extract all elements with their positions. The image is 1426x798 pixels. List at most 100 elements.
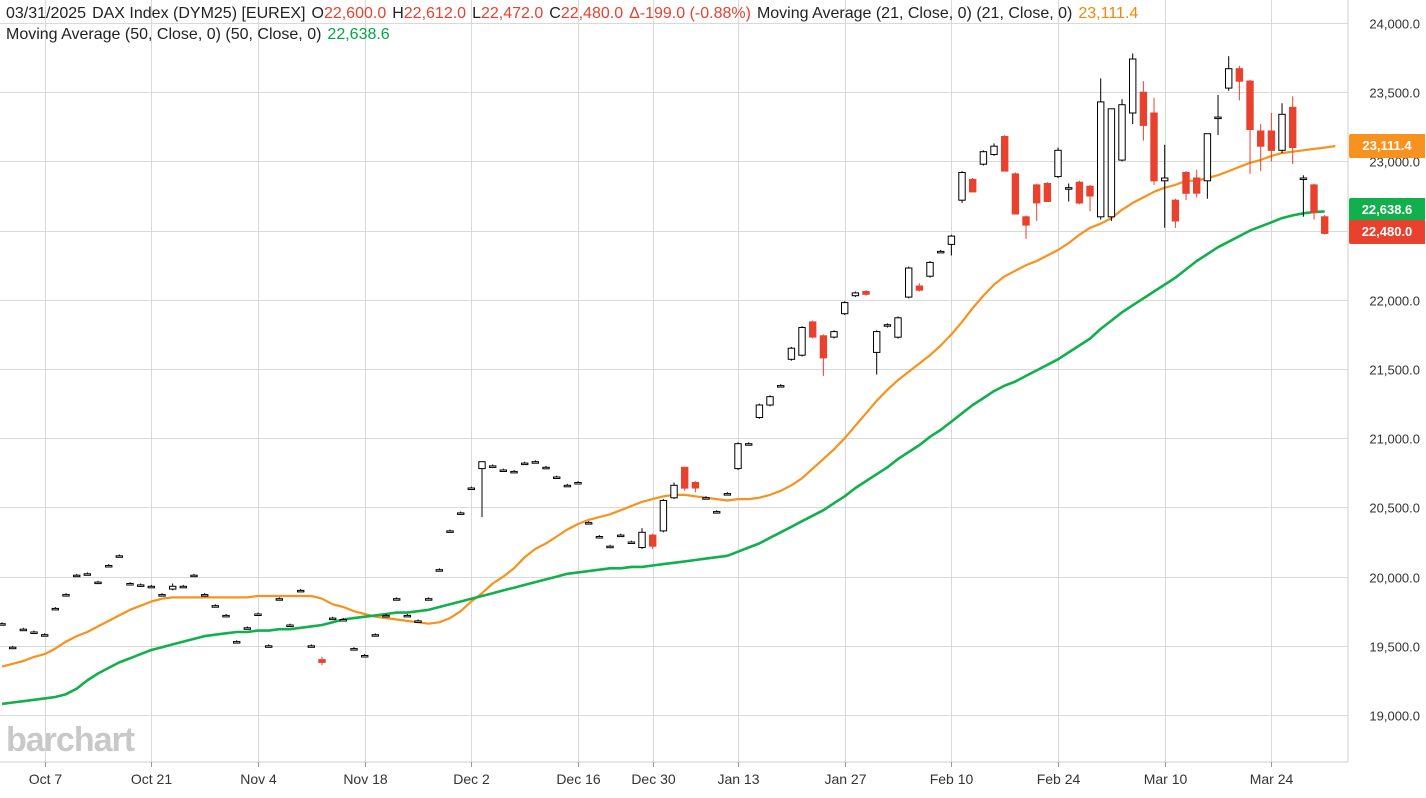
low-value: 22,472.0	[480, 5, 544, 22]
candle-body	[627, 541, 636, 544]
candle-body	[1257, 130, 1265, 147]
candle	[243, 626, 252, 630]
candle-body	[105, 565, 113, 568]
candle-body	[318, 659, 326, 663]
candle-body	[329, 617, 337, 621]
candle	[350, 647, 358, 651]
candle-body	[585, 522, 593, 525]
candle	[126, 582, 134, 586]
candle-body	[30, 631, 38, 634]
candle-body	[1310, 184, 1318, 214]
y-axis: 19,000.0 19,500.0 20,000.0 20,500.0 21,000.0…	[1369, 17, 1420, 724]
candle-body	[403, 614, 412, 618]
ma21-label: Moving Average (21, Close, 0) (21, Close…	[756, 5, 1073, 22]
candle-body	[958, 172, 966, 201]
ma21-price-box: 23,111.4	[1349, 134, 1425, 158]
candle	[0, 622, 6, 626]
candle-body	[393, 598, 401, 601]
candle	[841, 301, 849, 316]
candle-body	[1054, 149, 1062, 178]
x-tick-label: Mar 10	[1144, 771, 1188, 787]
candle	[873, 330, 881, 375]
y-tick-label: 23,500.0	[1369, 86, 1420, 101]
candle	[467, 486, 476, 490]
candle	[94, 580, 102, 585]
candle-body	[265, 645, 273, 648]
x-tick-label: Feb 10	[930, 771, 974, 787]
candle-body	[1235, 68, 1244, 82]
candle	[297, 589, 305, 593]
candle	[1118, 99, 1126, 162]
candle	[41, 633, 49, 637]
candle-body	[211, 605, 220, 608]
candle-body	[1086, 185, 1094, 197]
candle	[1267, 112, 1276, 162]
candle-body	[734, 443, 742, 470]
candle	[1001, 135, 1009, 172]
candle-body	[937, 250, 945, 254]
candle-body	[1118, 104, 1126, 161]
candle	[947, 234, 956, 256]
high-label: H	[392, 5, 404, 22]
candle	[670, 482, 678, 500]
candle-body	[1161, 177, 1169, 182]
candle	[681, 466, 689, 491]
x-tick-label: Nov 4	[240, 771, 277, 787]
candle-body	[126, 583, 134, 586]
candle	[595, 535, 604, 539]
candle-body	[649, 534, 657, 547]
candle	[1097, 78, 1105, 220]
candle	[830, 330, 838, 339]
candle	[990, 143, 998, 156]
candle	[1246, 79, 1254, 174]
candle-body	[947, 235, 956, 245]
candle-body	[243, 627, 252, 630]
candle-body	[1107, 108, 1116, 218]
candle	[457, 511, 465, 515]
candle-body	[254, 613, 262, 616]
candle-body	[1043, 183, 1052, 202]
candle-body	[222, 614, 230, 618]
candle-body	[969, 178, 977, 193]
candle-body	[1278, 113, 1286, 151]
candle-body	[755, 404, 764, 418]
candle-body	[19, 628, 28, 632]
candle	[73, 573, 81, 578]
candle-body	[1065, 187, 1073, 190]
header-symbol: DAX Index (DYM25) [EUREX]	[92, 5, 306, 22]
candle	[1150, 97, 1158, 185]
candle-body	[681, 466, 689, 489]
candle	[1161, 144, 1169, 228]
candle	[1011, 172, 1020, 215]
candle	[1182, 171, 1190, 201]
x-tick-label: Mar 24	[1250, 771, 1294, 787]
candle	[585, 521, 593, 525]
candle-body	[457, 512, 465, 515]
candle	[393, 597, 401, 601]
candle	[169, 583, 177, 591]
candle	[649, 533, 657, 549]
ma21-line	[1, 144, 1336, 668]
candle-body	[233, 641, 241, 644]
candle	[574, 481, 582, 485]
candle	[798, 326, 806, 357]
candle	[979, 150, 988, 166]
candle-body	[1097, 101, 1105, 218]
candle	[254, 612, 262, 616]
y-tick-label: 19,000.0	[1369, 709, 1420, 724]
y-tick-label: 21,500.0	[1369, 363, 1420, 378]
candle-body	[1267, 130, 1276, 151]
candle-body	[638, 531, 646, 548]
candle	[1054, 147, 1062, 179]
candle	[1129, 53, 1137, 125]
candle	[1225, 56, 1233, 91]
chart-header: 03/31/2025 DAX Index (DYM25) [EUREX] O22,6…	[6, 3, 1138, 45]
candle-body	[1139, 91, 1148, 126]
candle	[926, 261, 934, 278]
x-tick-label: Dec 16	[556, 771, 601, 787]
candle-body	[73, 574, 81, 578]
candle	[62, 593, 70, 597]
candle	[883, 323, 892, 328]
moving-averages	[1, 144, 1336, 706]
x-axis: Oct 7 Oct 21 Nov 4 Nov 18 Dec 2 Dec 16 Dec 30 J…	[29, 762, 1294, 787]
